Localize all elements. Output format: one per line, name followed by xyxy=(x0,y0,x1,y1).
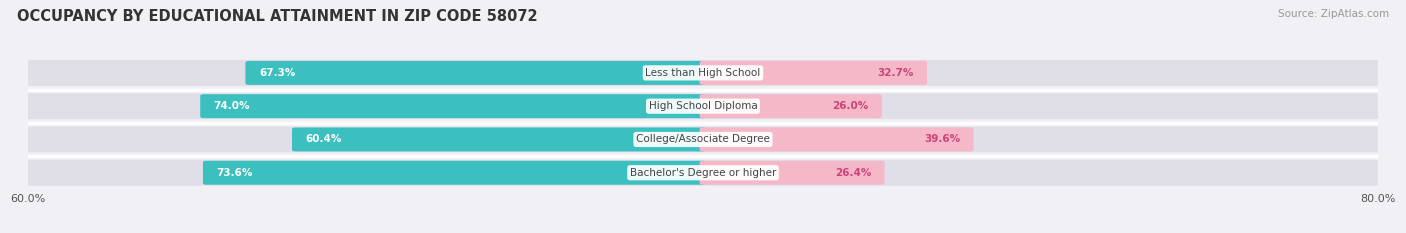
Text: High School Diploma: High School Diploma xyxy=(648,101,758,111)
FancyBboxPatch shape xyxy=(700,161,884,185)
Text: College/Associate Degree: College/Associate Degree xyxy=(636,134,770,144)
Text: 67.3%: 67.3% xyxy=(259,68,295,78)
Text: 74.0%: 74.0% xyxy=(214,101,250,111)
FancyBboxPatch shape xyxy=(25,160,1381,186)
FancyBboxPatch shape xyxy=(700,127,973,151)
FancyBboxPatch shape xyxy=(246,61,706,85)
Text: 26.4%: 26.4% xyxy=(835,168,872,178)
FancyBboxPatch shape xyxy=(200,94,706,118)
Text: 73.6%: 73.6% xyxy=(217,168,253,178)
FancyBboxPatch shape xyxy=(202,161,706,185)
FancyBboxPatch shape xyxy=(700,61,927,85)
Text: 60.4%: 60.4% xyxy=(305,134,342,144)
Text: 32.7%: 32.7% xyxy=(877,68,914,78)
Text: Less than High School: Less than High School xyxy=(645,68,761,78)
FancyBboxPatch shape xyxy=(25,60,1381,86)
FancyBboxPatch shape xyxy=(25,127,1381,152)
FancyBboxPatch shape xyxy=(292,127,706,151)
Text: 39.6%: 39.6% xyxy=(924,134,960,144)
Text: 26.0%: 26.0% xyxy=(832,101,869,111)
Text: OCCUPANCY BY EDUCATIONAL ATTAINMENT IN ZIP CODE 58072: OCCUPANCY BY EDUCATIONAL ATTAINMENT IN Z… xyxy=(17,9,537,24)
FancyBboxPatch shape xyxy=(700,94,882,118)
Text: Source: ZipAtlas.com: Source: ZipAtlas.com xyxy=(1278,9,1389,19)
Text: Bachelor's Degree or higher: Bachelor's Degree or higher xyxy=(630,168,776,178)
FancyBboxPatch shape xyxy=(25,93,1381,119)
